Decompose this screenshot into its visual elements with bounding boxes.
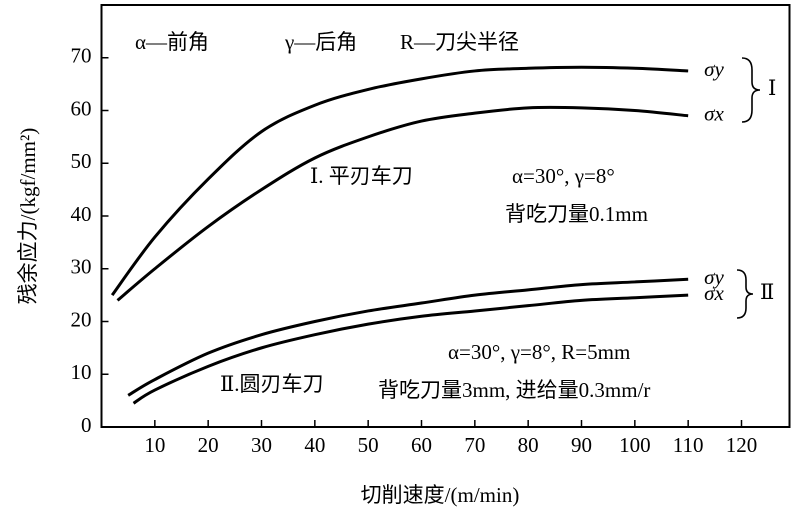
group-brace xyxy=(736,269,754,319)
group-label: Ⅰ xyxy=(768,76,776,100)
series-label: σy xyxy=(704,265,724,289)
annotation: Ⅱ.圆刃车刀 xyxy=(220,372,324,396)
series-label: σx xyxy=(704,281,724,305)
y-tick-label: 30 xyxy=(71,255,92,279)
group-label: Ⅱ xyxy=(760,280,774,304)
x-tick-label: 20 xyxy=(198,433,219,457)
series-label: σx xyxy=(704,102,724,126)
line-series xyxy=(116,105,689,302)
x-tick-label: 50 xyxy=(358,433,379,457)
x-tick-label: 60 xyxy=(411,433,432,457)
x-tick-label: 90 xyxy=(571,433,592,457)
y-axis-label: 残余应力/(kgf/mm²) xyxy=(16,128,40,305)
x-tick-label: 70 xyxy=(464,433,485,457)
y-tick-label: 60 xyxy=(71,96,92,120)
y-tick-label: 40 xyxy=(71,202,92,226)
x-tick-label: 110 xyxy=(673,433,704,457)
annotation: α=30°, γ=8°, R=5mm xyxy=(448,340,630,364)
x-tick-label: 80 xyxy=(518,433,539,457)
annotation: 背吃刀量0.1mm xyxy=(505,202,648,226)
y-tick-label: 10 xyxy=(71,360,92,384)
x-tick-label: 10 xyxy=(144,433,165,457)
group-brace xyxy=(741,57,761,123)
annotation: γ—后角 xyxy=(284,30,357,54)
y-tick-label: 0 xyxy=(81,413,92,437)
y-tick-label: 70 xyxy=(71,44,92,68)
x-axis-label: 切削速度/(m/min) xyxy=(361,483,520,507)
x-tick-label: 100 xyxy=(619,433,651,457)
annotation: α=30°, γ=8° xyxy=(512,164,615,188)
plot-frame xyxy=(100,4,791,428)
y-tick-label: 20 xyxy=(71,307,92,331)
annotation: Ⅰ. 平刃车刀 xyxy=(310,164,413,188)
x-tick-label: 30 xyxy=(251,433,272,457)
line-series xyxy=(110,65,689,297)
series-label: σy xyxy=(704,57,724,81)
x-tick-label: 40 xyxy=(304,433,325,457)
x-tick-label: 120 xyxy=(726,433,758,457)
annotation: 背吃刀量3mm, 进给量0.3mm/r xyxy=(378,378,650,402)
y-tick-label: 50 xyxy=(71,149,92,173)
line-series xyxy=(127,277,689,397)
annotation: R—刀尖半径 xyxy=(400,30,519,54)
annotation: α—前角 xyxy=(135,30,209,54)
line-series xyxy=(132,293,689,405)
